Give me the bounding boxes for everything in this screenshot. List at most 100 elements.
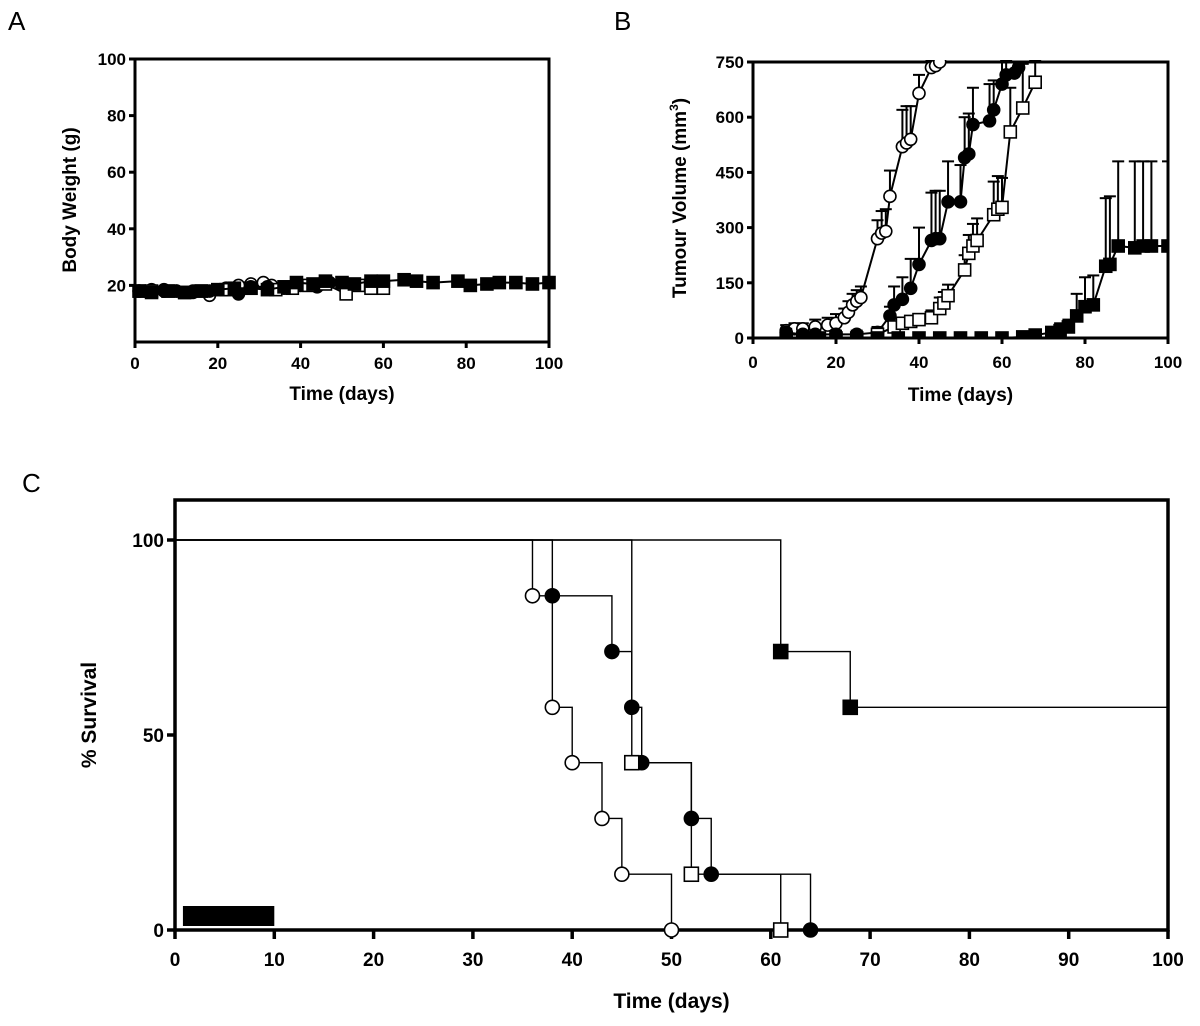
x-tick-label: 60 — [993, 353, 1012, 372]
x-tick-label: 90 — [1058, 950, 1079, 971]
data-point — [211, 282, 225, 297]
y-tick-label: 40 — [107, 220, 126, 239]
data-point — [878, 224, 893, 239]
x-axis-title: Time (days) — [908, 385, 1013, 406]
data-point — [953, 195, 968, 209]
x-tick-label: 70 — [860, 950, 881, 971]
data-point — [542, 275, 556, 290]
data-point — [426, 275, 440, 290]
x-tick-label: 10 — [264, 950, 285, 971]
x-tick-label: 60 — [760, 950, 781, 971]
y-axis-title: % Survival — [78, 662, 101, 768]
data-point — [912, 312, 926, 327]
x-tick-label: 40 — [291, 354, 310, 373]
x-tick-label: 0 — [170, 950, 181, 971]
y-axis-title-main: Tumour Volume (mm — [670, 111, 691, 298]
panel-c-survival-chart: 0 10 20 30 40 50 60 70 80 90 100 0 50 100 Time (days)%… — [78, 498, 1184, 1013]
series-filled-circle — [175, 539, 819, 938]
x-tick-label: 0 — [748, 353, 757, 372]
data-point — [194, 284, 209, 298]
x-tick-label: 100 — [1152, 950, 1184, 971]
data-point — [289, 275, 304, 290]
data-point — [1028, 75, 1042, 90]
y-tick-label: 100 — [132, 531, 164, 552]
data-point — [953, 331, 968, 338]
x-tick-label: 40 — [910, 353, 929, 372]
data-point — [177, 285, 192, 300]
data-point — [364, 274, 378, 288]
x-tick-label: 20 — [827, 353, 846, 372]
data-point — [509, 275, 523, 290]
x-tick-label: 60 — [374, 354, 393, 373]
data-point — [932, 60, 947, 69]
data-point — [306, 277, 320, 291]
data-point — [970, 233, 984, 248]
x-tick-label: 20 — [363, 950, 384, 971]
panel-letter-a: A — [8, 6, 26, 36]
data-point — [492, 275, 507, 290]
data-point — [941, 288, 955, 303]
data-point — [961, 147, 976, 161]
y-tick-label: 150 — [716, 274, 744, 293]
x-axis-title: Time (days) — [289, 384, 394, 405]
data-point — [932, 231, 947, 246]
data-point — [1086, 298, 1101, 312]
series-filled-square — [132, 272, 556, 300]
y-tick-label: 60 — [107, 163, 126, 182]
x-tick-label: 20 — [208, 354, 227, 373]
data-point — [986, 103, 1001, 117]
data-point — [525, 277, 540, 291]
event-marker — [623, 754, 640, 771]
event-marker — [614, 866, 630, 883]
data-point — [347, 277, 362, 291]
data-point — [903, 132, 918, 147]
data-point — [912, 331, 926, 338]
event-marker — [683, 866, 700, 883]
x-tick-label: 80 — [1076, 353, 1095, 372]
data-point — [795, 331, 810, 338]
y-tick-label: 300 — [716, 219, 744, 238]
data-point — [335, 275, 349, 290]
data-point — [812, 331, 827, 338]
data-point — [397, 272, 411, 287]
data-point — [891, 331, 906, 338]
data-point — [1003, 125, 1018, 139]
panel-letter-b: B — [614, 6, 631, 36]
panel-b-tumour-volume-chart: 0 20 40 60 80 100 0 150 300 450 600 750 Time (days) T… — [667, 53, 1182, 406]
data-point — [957, 263, 972, 277]
y-tick-label: 50 — [143, 726, 164, 747]
x-tick-label: 100 — [1154, 353, 1182, 372]
data-point — [982, 114, 997, 128]
data-point — [854, 290, 868, 305]
data-point — [277, 280, 291, 294]
plot-frame — [133, 57, 551, 344]
event-marker — [524, 587, 541, 604]
x-tick-label: 80 — [457, 354, 476, 373]
data-point — [779, 331, 794, 338]
event-marker — [663, 922, 680, 938]
event-marker — [564, 754, 581, 771]
x-tick-label: 0 — [130, 354, 139, 373]
data-point — [260, 282, 275, 297]
event-marker — [772, 643, 789, 660]
data-point — [912, 257, 926, 272]
data-point — [463, 278, 478, 293]
x-tick-label: 80 — [959, 950, 980, 971]
data-point — [227, 281, 242, 296]
data-point — [995, 331, 1009, 338]
data-point — [883, 189, 897, 204]
data-point — [376, 274, 391, 288]
series-open-circle — [175, 539, 680, 938]
data-point — [1028, 328, 1042, 338]
y-axis-title-end: ) — [670, 98, 691, 104]
data-point — [883, 309, 897, 323]
data-point — [870, 331, 885, 338]
data-point — [409, 274, 424, 288]
data-point — [1015, 330, 1030, 338]
event-marker — [604, 643, 620, 660]
survival-curve — [175, 539, 812, 930]
y-axis-title-sup: 3 — [667, 104, 681, 111]
y-tick-label: 750 — [716, 53, 744, 72]
series-filled-circle — [779, 60, 1026, 338]
